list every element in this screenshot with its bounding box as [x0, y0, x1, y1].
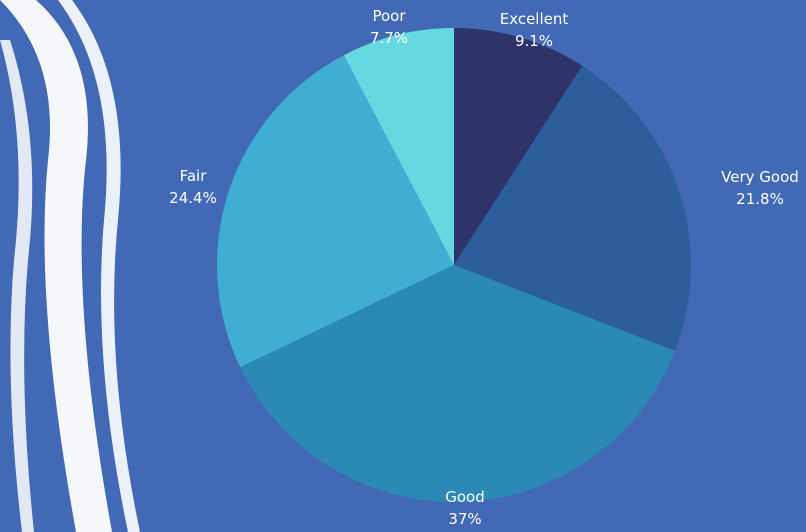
pie-slice-poor[interactable] — [343, 28, 454, 265]
pie-slices — [216, 28, 691, 503]
slice-label-category: Very Good — [721, 168, 799, 186]
slice-label-category: Poor — [372, 7, 406, 25]
pie-labels: Excellent 9.1% Very Good 21.8% Good 37% Fair 24… — [169, 7, 799, 528]
pie-slice-excellent[interactable] — [454, 28, 583, 265]
slice-label-category: Good — [445, 488, 485, 506]
pie-slice-good[interactable] — [240, 265, 675, 503]
background-brush-strokes — [0, 0, 140, 532]
pie-slice-very-good[interactable] — [454, 65, 691, 351]
slice-label-category: Excellent — [500, 10, 569, 28]
slice-label-percent: 24.4% — [169, 189, 217, 207]
slice-label-percent: 7.7% — [370, 29, 408, 47]
pie-slice-fair[interactable] — [216, 55, 454, 368]
slice-label-percent: 37% — [448, 510, 481, 528]
slice-label-percent: 21.8% — [736, 190, 784, 208]
slice-label-category: Fair — [180, 167, 208, 185]
slice-label-percent: 9.1% — [515, 32, 553, 50]
